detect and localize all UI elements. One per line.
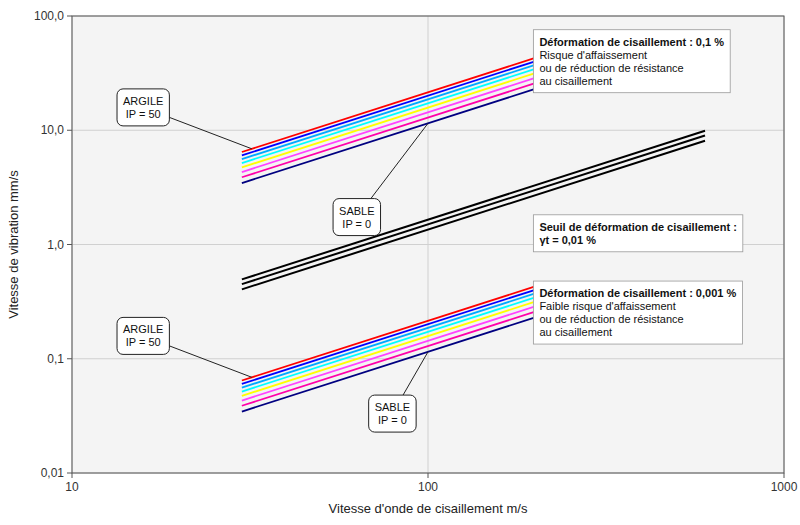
annotation-connector (169, 117, 251, 148)
annotation-text: ARGILEIP = 50 (123, 95, 163, 120)
annotation-connector (169, 346, 251, 377)
series-line (242, 69, 535, 163)
annotation-line: au cisaillement (539, 326, 612, 338)
annotation-line: Faible risque d'affaissement (539, 300, 675, 312)
annotation-line: Seuil de déformation de cisaillement : (539, 221, 736, 233)
annotation-line: IP = 50 (126, 108, 161, 120)
annotation: ARGILEIP = 50 (117, 317, 252, 377)
series-line (242, 306, 535, 400)
y-tick (67, 16, 72, 17)
annotation-line: γt = 0,01 % (539, 234, 596, 246)
annotation: Seuil de déformation de cisaillement :γt… (533, 215, 742, 252)
annotation: SABLEIP = 0 (369, 352, 428, 432)
annotation: Déformation de cisaillement : 0,001 %Fai… (533, 281, 742, 344)
series-line (242, 58, 535, 152)
series-line (242, 286, 535, 380)
annotation-box (533, 281, 742, 344)
annotations: ARGILEIP = 50SABLEIP = 0ARGILEIP = 50SAB… (117, 30, 743, 432)
y-tick (67, 130, 72, 131)
y-tick-label: 0,1 (47, 352, 64, 366)
annotation-text: Déformation de cisaillement : 0,1 %Risqu… (539, 36, 724, 87)
series-line (242, 65, 535, 159)
annotation-text: Seuil de déformation de cisaillement :γt… (539, 221, 736, 246)
series-line (242, 73, 535, 167)
x-tick (784, 473, 785, 478)
y-tick (67, 244, 72, 245)
annotation-connector (403, 352, 428, 395)
annotation-line: Risque d'affaissement (539, 49, 647, 61)
annotation-line: SABLE (339, 205, 374, 217)
y-tick (67, 358, 72, 359)
y-grid-line (72, 130, 784, 131)
series-line (242, 297, 535, 391)
annotation-line: Déformation de cisaillement : 0,1 % (539, 36, 724, 48)
annotation-line: IP = 0 (342, 218, 371, 230)
annotation-box (533, 30, 730, 93)
series-line (242, 302, 535, 396)
series-line (242, 135, 705, 284)
series-line (242, 131, 705, 280)
series-line (242, 290, 535, 384)
x-tick (428, 473, 429, 478)
annotation-line: ou de réduction de résistance (539, 62, 683, 74)
y-tick-label: 0,01 (41, 466, 65, 480)
annotation-line: ARGILE (123, 95, 163, 107)
annotation-line: IP = 0 (378, 414, 407, 426)
annotation-bubble (117, 317, 169, 354)
y-axis-label: Vitesse de vibration mm/s (6, 170, 21, 319)
plot-background (72, 16, 784, 473)
annotation-line: ou de réduction de résistance (539, 313, 683, 325)
annotation-bubble (333, 199, 380, 236)
y-tick (67, 473, 72, 474)
series-line (242, 78, 535, 172)
y-grid-line (72, 358, 784, 359)
axes: 10 100 1000 0,01 0,1 1,0 10,0 100,0 (34, 9, 798, 494)
annotation-line: ARGILE (123, 323, 163, 335)
x-tick (72, 473, 73, 478)
series-line (242, 89, 535, 183)
x-tick-label: 100 (418, 480, 438, 494)
annotation: ARGILEIP = 50 (117, 89, 252, 149)
y-tick-label: 1,0 (47, 238, 64, 252)
series-line (242, 61, 535, 155)
annotation-text: Déformation de cisaillement : 0,001 %Fai… (539, 287, 736, 338)
annotation-text: SABLEIP = 0 (339, 205, 374, 230)
x-tick-label: 10 (65, 480, 79, 494)
annotation-bubble (369, 395, 416, 432)
y-tick-label: 100,0 (34, 9, 64, 23)
annotation-line: au cisaillement (539, 75, 612, 87)
series-line (242, 293, 535, 387)
plot-frame (72, 16, 784, 473)
annotation-line: IP = 50 (126, 336, 161, 348)
annotation-connector (371, 123, 428, 198)
x-axis-label: Vitesse d'onde de cisaillement m/s (329, 501, 528, 516)
chart: 10 100 1000 0,01 0,1 1,0 10,0 100,0 Vitesse d'on… (0, 0, 800, 525)
annotation-box (533, 215, 742, 252)
series-line (242, 312, 535, 406)
y-tick-label: 10,0 (41, 123, 65, 137)
annotation: SABLEIP = 0 (333, 123, 428, 235)
annotation-bubble (117, 89, 169, 126)
grid (72, 16, 784, 473)
annotation: Déformation de cisaillement : 0,1 %Risqu… (533, 30, 730, 93)
annotation-text: SABLEIP = 0 (375, 401, 410, 426)
x-tick-label: 1000 (771, 480, 798, 494)
annotation-text: ARGILEIP = 50 (123, 323, 163, 348)
annotation-line: SABLE (375, 401, 410, 413)
series-line (242, 83, 535, 177)
annotation-line: Déformation de cisaillement : 0,001 % (539, 287, 736, 299)
